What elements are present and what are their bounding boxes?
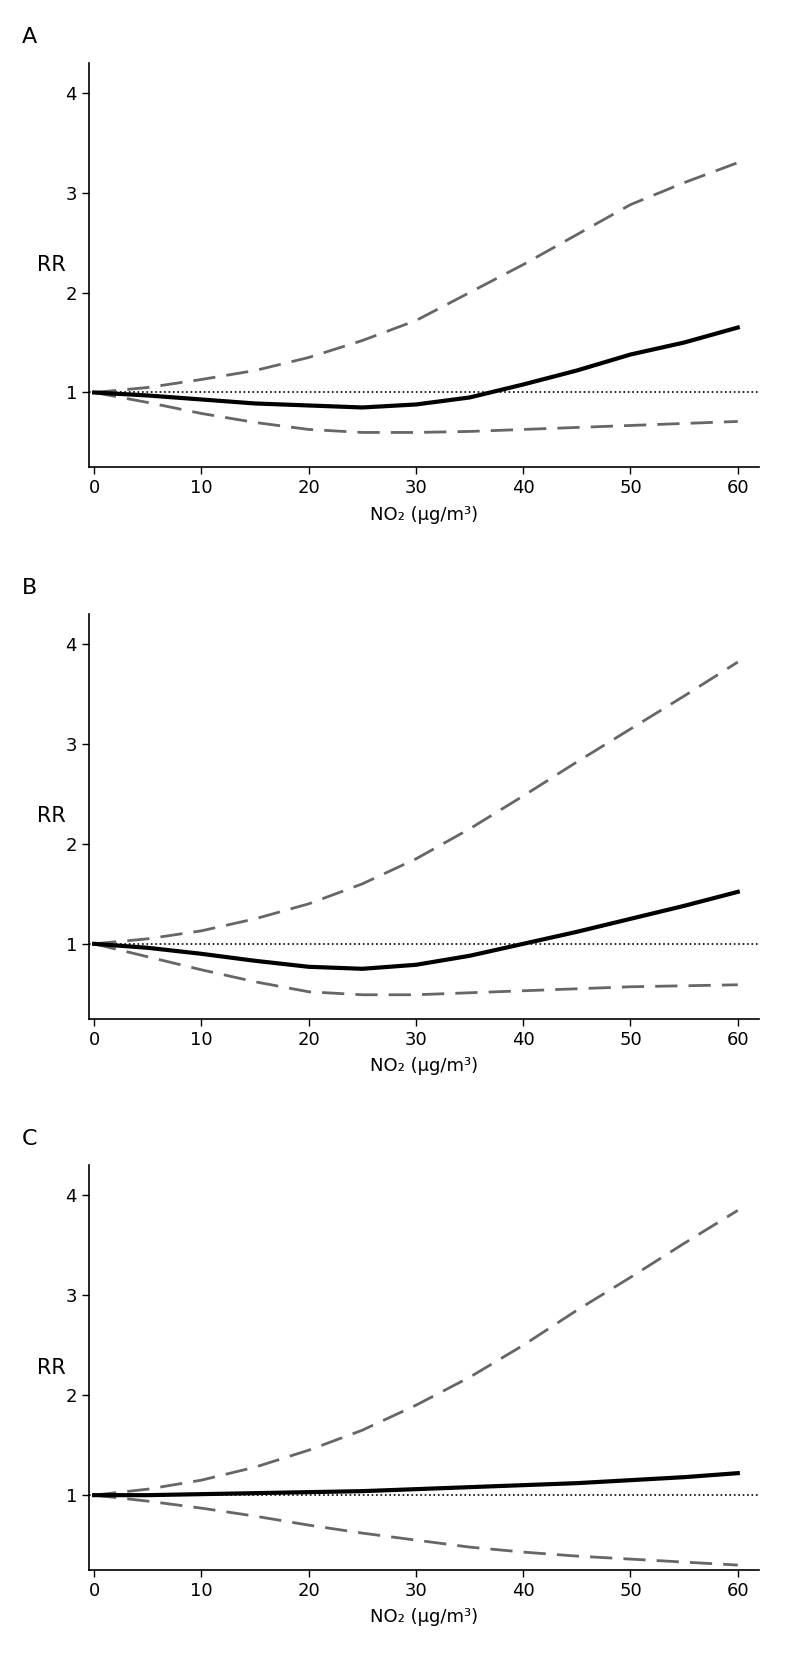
Y-axis label: RR: RR bbox=[37, 255, 66, 275]
X-axis label: NO₂ (μg/m³): NO₂ (μg/m³) bbox=[370, 1608, 478, 1626]
Text: B: B bbox=[22, 577, 37, 597]
Y-axis label: RR: RR bbox=[37, 807, 66, 827]
X-axis label: NO₂ (μg/m³): NO₂ (μg/m³) bbox=[370, 506, 478, 524]
Text: C: C bbox=[22, 1130, 37, 1150]
Y-axis label: RR: RR bbox=[37, 1358, 66, 1378]
Text: A: A bbox=[22, 26, 37, 46]
X-axis label: NO₂ (μg/m³): NO₂ (μg/m³) bbox=[370, 1057, 478, 1075]
